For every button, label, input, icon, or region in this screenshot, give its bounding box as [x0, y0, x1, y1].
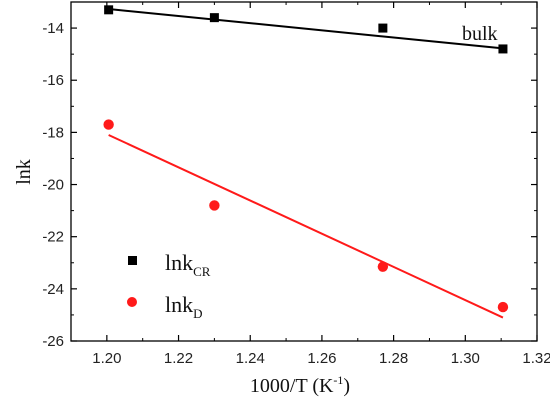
x-axis-title: 1000/T (K-1) [250, 373, 350, 397]
legend: lnkCR lnkD [127, 250, 211, 321]
plot-frame [70, 1, 538, 342]
x-axis-title-superscript: -1 [333, 373, 343, 387]
y-tick-label: -24 [42, 281, 64, 298]
x-tick-label: 1.20 [92, 350, 121, 367]
data-point-d [377, 261, 389, 272]
legend-label-d: lnkD [165, 292, 203, 321]
bulk-annotation: bulk [462, 23, 498, 45]
fit-line-d [108, 134, 504, 319]
legend-label-d-main: lnk [165, 292, 193, 317]
fit-lines [108, 8, 504, 319]
data-point-d [209, 200, 220, 211]
x-tick-label: 1.30 [451, 350, 480, 367]
y-tick-label: -20 [42, 177, 64, 194]
data-point-cr [498, 44, 508, 54]
data-points [103, 5, 509, 313]
legend-label-cr: lnkCR [165, 250, 211, 279]
data-point-d [103, 119, 114, 130]
x-tick-label: 1.26 [307, 350, 336, 367]
x-tick-label: 1.32 [522, 350, 550, 367]
y-tick-label: -14 [42, 20, 64, 37]
fit-line-cr [108, 8, 504, 50]
x-axis-ticks: 1.20 1.22 1.24 1.26 1.28 1.30 1.32 [70, 2, 550, 367]
legend-marker-square [128, 256, 137, 265]
data-point-d [497, 301, 509, 313]
x-axis-title-close: ) [343, 375, 350, 397]
legend-marker-circle [127, 297, 137, 307]
y-tick-label: -22 [42, 229, 64, 246]
x-tick-label: 1.24 [236, 350, 265, 367]
x-tick-label: 1.22 [164, 350, 193, 367]
y-tick-label: -26 [42, 333, 64, 350]
legend-label-cr-sub: CR [193, 264, 211, 279]
x-axis-title-main: 1000/T (K [250, 375, 334, 397]
legend-label-cr-main: lnk [165, 250, 193, 275]
y-axis-title: lnk [13, 159, 35, 185]
data-point-cr [378, 23, 388, 33]
x-tick-label: 1.28 [379, 350, 408, 367]
y-axis-ticks: -26 -24 -22 -20 -18 -16 -14 [42, 20, 537, 350]
data-point-cr [209, 13, 219, 23]
legend-label-d-sub: D [193, 306, 202, 321]
y-tick-label: -16 [42, 72, 64, 89]
data-point-cr [104, 5, 114, 15]
y-tick-label: -18 [42, 124, 64, 141]
